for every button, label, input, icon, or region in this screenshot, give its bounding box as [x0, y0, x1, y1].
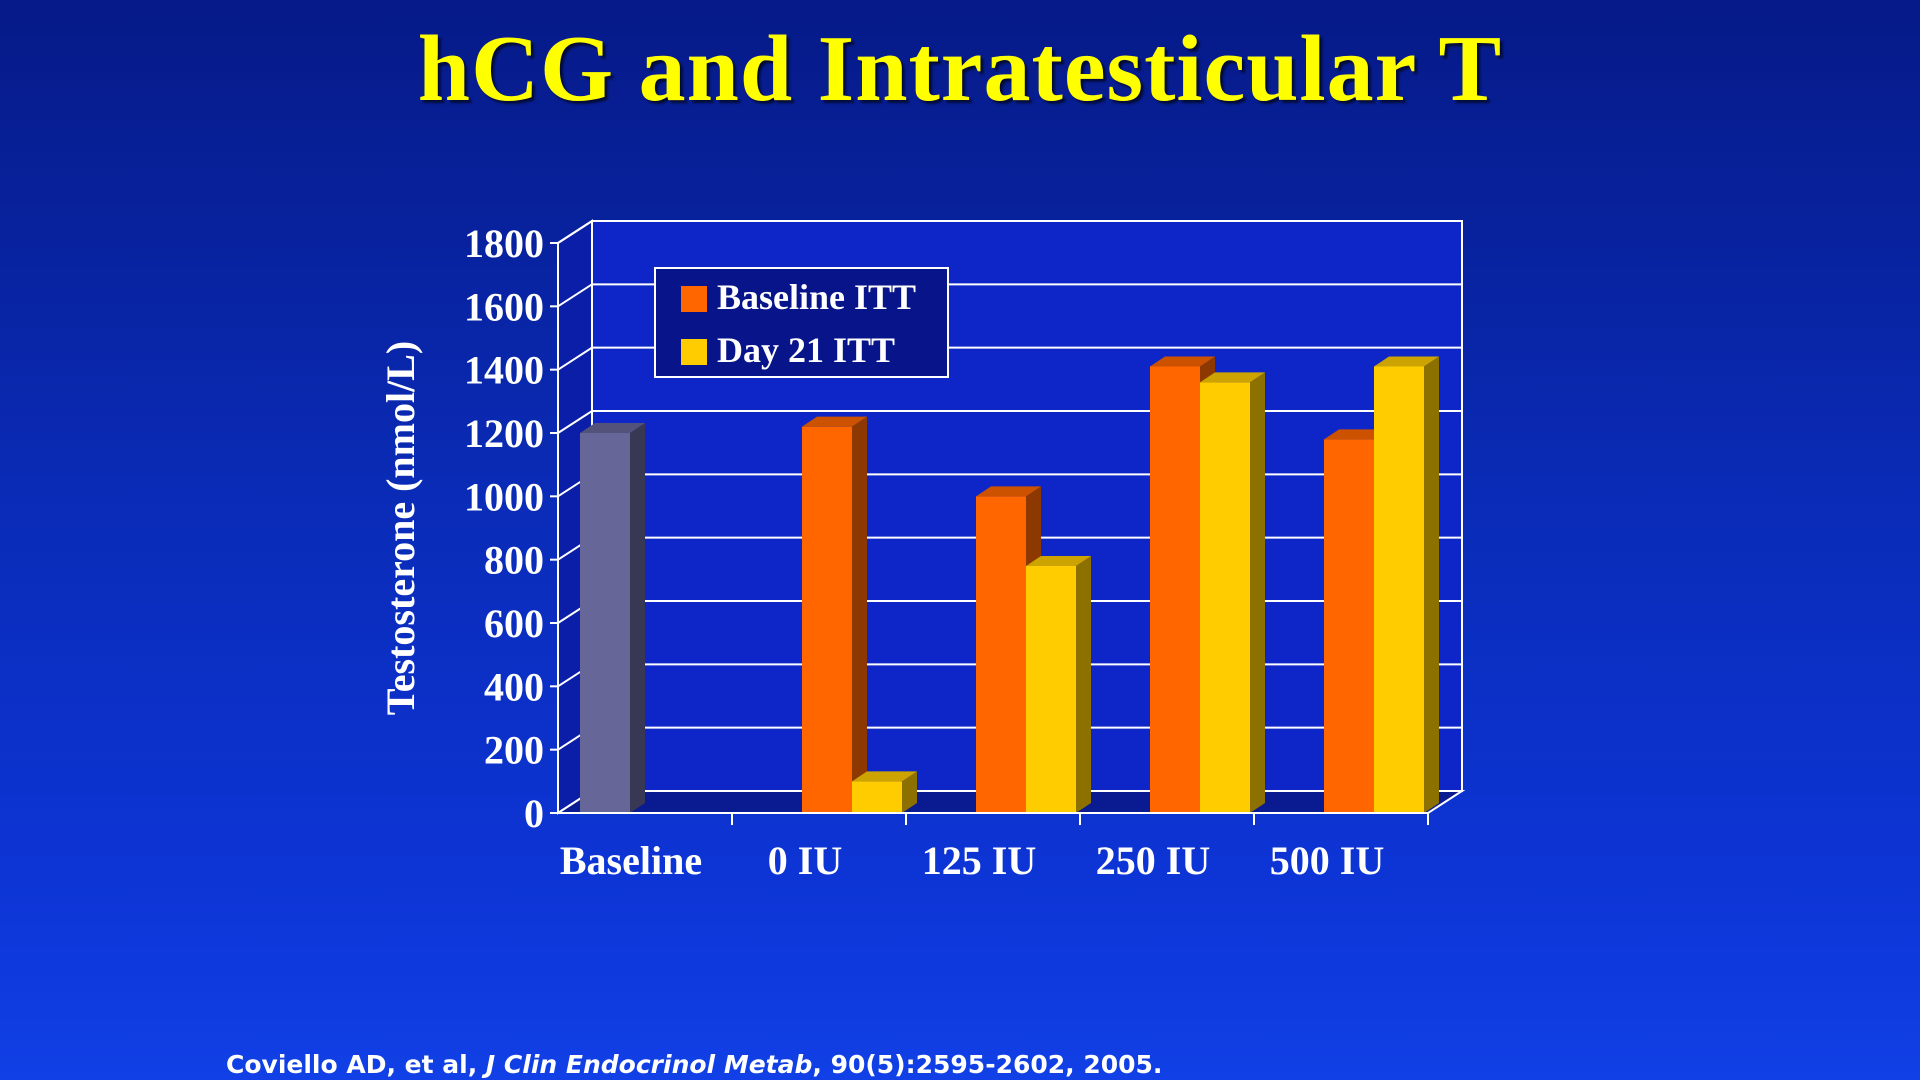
bar-front [976, 496, 1026, 813]
bar-front [1374, 366, 1424, 813]
bar-side [1250, 372, 1265, 813]
legend-label: Day 21 ITT [717, 330, 895, 370]
y-tick-label: 1200 [464, 411, 544, 456]
bar-day21-itt [1200, 372, 1265, 813]
bar-side [1424, 356, 1439, 813]
y-tick-label: 1400 [464, 348, 544, 393]
y-tick-label: 0 [524, 791, 544, 836]
x-tick-label: Baseline [560, 838, 702, 883]
bar-baseline [580, 423, 645, 813]
y-tick-label: 1600 [464, 284, 544, 329]
bar-front [1324, 439, 1374, 813]
slide-title: hCG and Intratesticular T [417, 17, 1503, 121]
citation: Coviello AD, et al, J Clin Endocrinol Me… [226, 1050, 1162, 1079]
bar-day21-itt [852, 771, 917, 813]
chart-bars [580, 356, 1439, 813]
gridline [557, 283, 1462, 308]
legend-swatch [681, 339, 707, 365]
bar-day21-itt [1026, 556, 1091, 813]
legend-swatch [681, 286, 707, 312]
bar-top [1026, 556, 1091, 566]
x-tick-label: 250 IU [1096, 838, 1210, 883]
legend-label: Baseline ITT [717, 277, 916, 317]
gridline [557, 346, 1462, 371]
bar-top [580, 423, 645, 433]
y-tick-label: 800 [484, 538, 544, 583]
y-tick-label: 400 [484, 664, 544, 709]
y-tick-label: 600 [484, 601, 544, 646]
bar-front [580, 433, 630, 813]
y-tick-label: 200 [484, 728, 544, 773]
y-tick-label: 1800 [464, 221, 544, 266]
bar-front [852, 781, 902, 813]
citation-journal: J Clin Endocrinol Metab [485, 1050, 813, 1079]
chart-axes: 0 200 400 600 800 1000 1200 1400 1600 1800 Testost… [378, 221, 1429, 883]
x-tick-label: 0 IU [768, 838, 842, 883]
bar-front [802, 426, 852, 813]
x-tick-label: 500 IU [1270, 838, 1384, 883]
chart-legend: Baseline ITT Day 21 ITT [654, 267, 949, 378]
bar-top [802, 416, 867, 427]
y-tick-label: 1000 [464, 474, 544, 519]
citation-details: , 90(5):2595-2602, 2005. [812, 1050, 1163, 1079]
bar-side [1076, 556, 1091, 813]
bar-front [1200, 382, 1250, 813]
bar-front [1150, 366, 1200, 813]
bar-top [1200, 372, 1265, 383]
bar-top [1324, 429, 1389, 440]
bar-front [1026, 566, 1076, 813]
x-tick-label: 125 IU [922, 838, 1036, 883]
bar-side [630, 423, 645, 813]
bar-top [1150, 356, 1215, 367]
bar-side [902, 771, 917, 813]
bar-side [852, 416, 867, 813]
gridline [557, 220, 1462, 244]
bar-top [852, 771, 917, 782]
y-axis-title: Testosterone (nmol/L) [378, 341, 423, 715]
bar-top [976, 486, 1041, 497]
bar-day21-itt [1374, 356, 1439, 813]
citation-authors: Coviello AD, et al, [226, 1050, 486, 1079]
bar-top [1374, 356, 1439, 367]
bar-baseline-itt [802, 416, 867, 813]
